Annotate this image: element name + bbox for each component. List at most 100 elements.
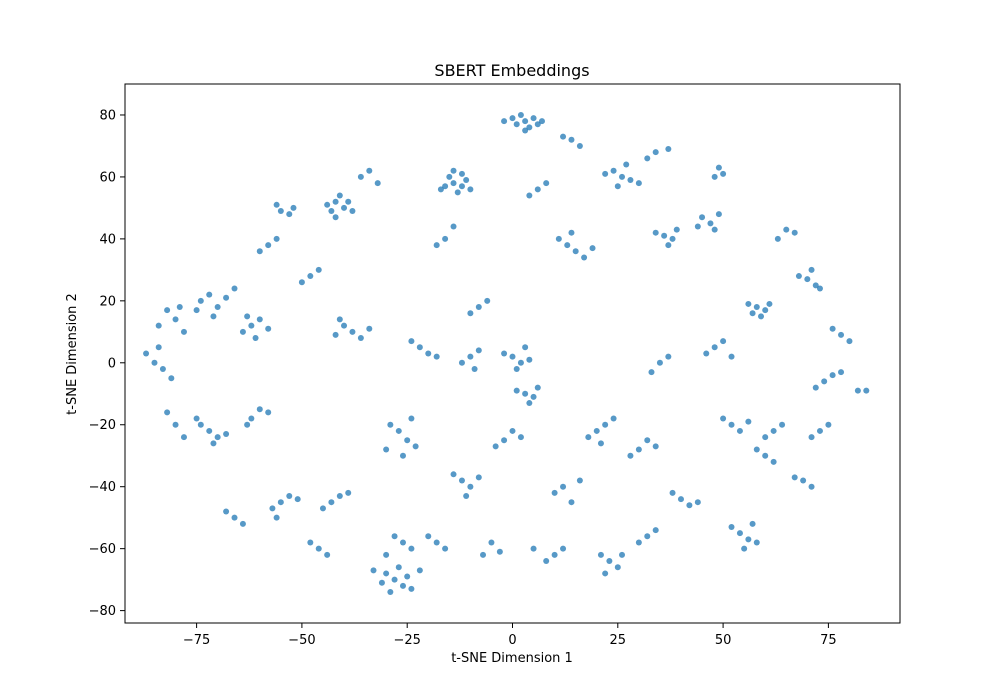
data-point <box>652 149 659 156</box>
data-point <box>614 564 621 571</box>
data-point <box>816 285 823 292</box>
data-point <box>736 427 743 434</box>
data-point <box>863 387 870 394</box>
data-point <box>442 545 449 552</box>
data-point <box>332 198 339 205</box>
data-point <box>345 198 352 205</box>
data-point <box>534 384 541 391</box>
data-point <box>446 173 453 180</box>
data-point <box>741 545 748 552</box>
data-point <box>231 514 238 521</box>
data-point <box>568 499 575 506</box>
data-point <box>669 489 676 496</box>
data-point <box>336 192 343 199</box>
data-point <box>560 483 567 490</box>
data-point <box>290 204 297 211</box>
data-point <box>256 248 263 255</box>
data-point <box>644 155 651 162</box>
data-point <box>677 496 684 503</box>
y-axis-ticks: −80 −60 −40 −20 0 20 40 60 80 <box>89 108 125 619</box>
data-point <box>551 489 558 496</box>
data-point <box>543 180 550 187</box>
data-point <box>383 551 390 558</box>
data-point <box>619 551 626 558</box>
data-point <box>652 527 659 534</box>
data-point <box>808 483 815 490</box>
data-point <box>501 437 508 444</box>
data-point <box>324 201 331 208</box>
data-point <box>248 322 255 329</box>
data-point <box>753 446 760 453</box>
data-point <box>715 164 722 171</box>
data-point <box>572 248 579 255</box>
data-point <box>399 539 406 546</box>
data-point <box>669 235 676 242</box>
data-point <box>606 558 613 565</box>
data-point <box>370 567 377 574</box>
data-point <box>614 183 621 190</box>
data-point <box>513 387 520 394</box>
data-point <box>341 322 348 329</box>
x-axis-ticks: −75 −50 −25 0 25 50 75 <box>183 623 837 648</box>
data-point <box>210 313 217 320</box>
data-point <box>699 214 706 221</box>
data-point <box>273 201 280 208</box>
data-point <box>656 359 663 366</box>
data-point <box>522 118 529 125</box>
data-point <box>408 415 415 422</box>
data-point <box>838 369 845 376</box>
data-point <box>425 533 432 540</box>
data-point <box>551 551 558 558</box>
data-point <box>644 533 651 540</box>
data-point <box>467 483 474 490</box>
data-point <box>749 310 756 317</box>
data-point <box>454 189 461 196</box>
y-tick-label: 60 <box>99 170 116 185</box>
data-point <box>720 170 727 177</box>
data-point <box>745 536 752 543</box>
data-point <box>387 589 394 596</box>
x-tick-label: −75 <box>183 633 210 648</box>
data-point <box>686 502 693 509</box>
data-point <box>151 359 158 366</box>
data-point <box>597 551 604 558</box>
data-point <box>635 539 642 546</box>
data-point <box>193 415 200 422</box>
data-point <box>526 400 533 407</box>
data-point <box>345 489 352 496</box>
data-point <box>273 235 280 242</box>
data-point <box>707 220 714 227</box>
data-point <box>753 304 760 311</box>
data-point <box>366 167 373 174</box>
data-point <box>576 142 583 149</box>
data-point <box>399 582 406 589</box>
data-point <box>159 365 166 372</box>
data-point <box>155 344 162 351</box>
data-point <box>332 331 339 338</box>
x-tick-label: 50 <box>715 633 732 648</box>
data-point <box>214 434 221 441</box>
data-point <box>206 427 213 434</box>
data-point <box>808 266 815 273</box>
data-point <box>404 437 411 444</box>
data-point <box>349 208 356 215</box>
y-tick-label: −60 <box>89 542 116 557</box>
data-point <box>463 492 470 499</box>
data-point <box>610 167 617 174</box>
data-point <box>298 279 305 286</box>
data-point <box>488 539 495 546</box>
data-point <box>530 545 537 552</box>
data-point <box>509 115 516 122</box>
data-point <box>665 353 672 360</box>
y-axis-title: t-SNE Dimension 2 <box>65 293 80 415</box>
x-tick-label: −50 <box>288 633 315 648</box>
data-point <box>728 353 735 360</box>
data-point <box>711 344 718 351</box>
data-point <box>492 443 499 450</box>
data-point <box>635 180 642 187</box>
data-point <box>821 378 828 385</box>
data-point <box>315 266 322 273</box>
data-point <box>332 214 339 221</box>
data-point <box>673 226 680 233</box>
data-point <box>779 421 786 428</box>
